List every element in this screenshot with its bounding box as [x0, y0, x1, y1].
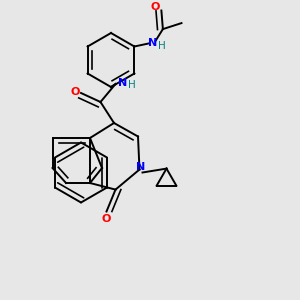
Text: O: O: [102, 214, 111, 224]
Text: H: H: [128, 80, 136, 91]
Text: O: O: [151, 2, 160, 13]
Text: N: N: [118, 77, 127, 88]
Text: O: O: [70, 86, 80, 97]
Text: N: N: [136, 162, 146, 172]
Text: N: N: [148, 38, 157, 48]
Text: H: H: [158, 41, 165, 51]
